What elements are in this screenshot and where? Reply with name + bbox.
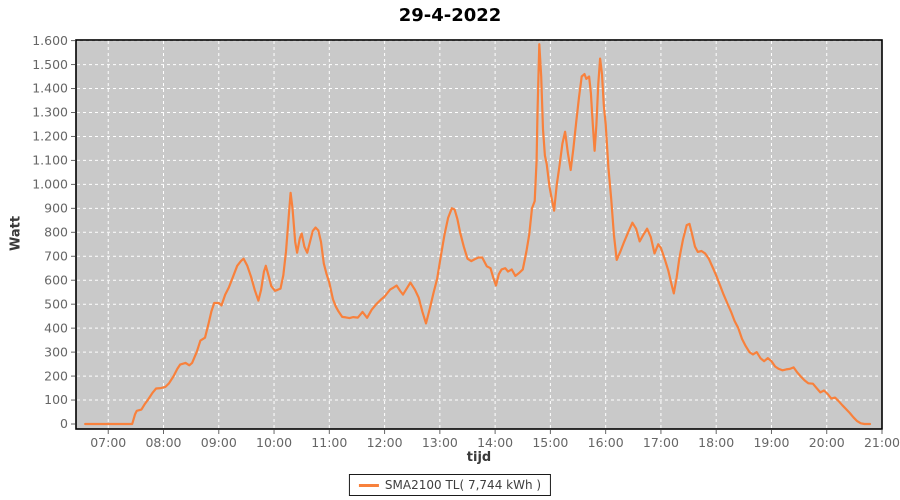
y-tick-label: 1.000 [32,177,68,192]
legend-label: SMA2100 TL( 7,744 kWh ) [384,478,542,492]
legend-box: SMA2100 TL( 7,744 kWh ) [348,474,552,496]
series-line [84,43,872,426]
plot-border [75,39,883,430]
x-tick-label: 19:00 [753,435,789,450]
x-tick-label: 18:00 [698,435,734,450]
x-tick-label: 10:00 [256,435,292,450]
y-tick-label: 800 [44,225,68,240]
y-tick-label: 900 [44,201,68,216]
series-color-swatch [358,483,379,487]
x-tick-label: 08:00 [145,435,181,450]
x-tick-label: 12:00 [367,435,403,450]
y-axis-title: Watt [8,215,24,252]
y-tick-label: 1.400 [32,81,68,96]
x-tick-label: 16:00 [588,435,624,450]
plot-background [76,40,882,429]
x-axis-title: tijd [466,450,492,465]
y-tick-label: 1.300 [32,105,68,120]
chart-title: 29-4-2022 [398,5,502,26]
y-tick-label: 500 [44,296,68,311]
x-tick-label: 11:00 [311,435,347,450]
x-tick-label: 17:00 [643,435,679,450]
x-tick-label: 07:00 [90,435,126,450]
y-tick-label: 300 [44,344,68,359]
x-tick-label: 15:00 [532,435,568,450]
y-tick-label: 400 [44,320,68,335]
y-tick-label: 100 [44,392,68,407]
x-tick-label: 21:00 [864,435,900,450]
x-tick-label: 20:00 [809,435,845,450]
y-tick-label: 1.600 [32,33,68,48]
y-tick-label: 0 [60,416,68,431]
y-tick-label: 700 [44,248,68,263]
x-tick-label: 09:00 [201,435,237,450]
y-tick-label: 1.200 [32,129,68,144]
y-tick-label: 600 [44,272,68,287]
y-tick-label: 1.100 [32,153,68,168]
y-tick-label: 200 [44,368,68,383]
x-tick-label: 14:00 [477,435,513,450]
y-tick-label: 1.500 [32,57,68,72]
x-tick-label: 13:00 [422,435,458,450]
